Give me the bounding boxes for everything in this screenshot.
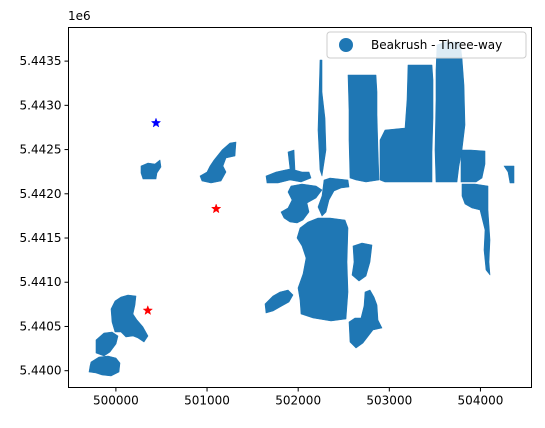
polygon-right-small <box>503 165 515 184</box>
polygon-lower-left-c <box>88 355 121 377</box>
y-axis-ticks: 5.4400 5.4405 5.4410 5.4415 5.4420 5.4425 5.44… <box>20 54 69 378</box>
polygon-thin-strip <box>317 59 327 177</box>
y-tick-label: 5.4405 <box>20 319 62 333</box>
y-tick-label: 5.4410 <box>20 275 62 289</box>
polygon-center-e <box>264 289 294 314</box>
x-tick-label: 500000 <box>93 394 139 408</box>
legend-marker-icon <box>339 38 353 52</box>
y-tick-label: 5.4420 <box>20 187 62 201</box>
polygon-column-e <box>461 183 491 276</box>
legend-box <box>326 31 527 59</box>
polygon-center-d <box>296 217 349 322</box>
polygon-center-f <box>348 289 383 349</box>
polygon-column-b <box>379 64 434 183</box>
polygon-column-d <box>460 149 486 183</box>
polygon-center-a <box>265 149 312 184</box>
x-axis-ticks: 500000 501000 502000 503000 504000 <box>93 387 504 408</box>
polygon-crescent <box>199 141 237 184</box>
y-tick-label: 5.4430 <box>20 98 62 112</box>
x-tick-label: 503000 <box>366 394 412 408</box>
polygon-center-c <box>317 177 350 217</box>
polygon-left-small <box>140 159 162 180</box>
marker-layer <box>142 117 222 316</box>
y-offset-label: 1e6 <box>68 9 91 23</box>
red-star-upper-icon <box>210 203 222 214</box>
beakrush-polygons <box>88 41 515 377</box>
polygon-center-g <box>351 242 373 282</box>
y-tick-label: 5.4435 <box>20 54 62 68</box>
y-tick-label: 5.4425 <box>20 143 62 157</box>
polygon-lower-left-b <box>95 331 119 357</box>
y-tick-label: 5.4400 <box>20 364 62 378</box>
blue-star-icon <box>150 117 162 128</box>
polygon-column-a <box>347 74 380 183</box>
legend-label: Beakrush - Three-way <box>371 38 502 52</box>
x-tick-label: 504000 <box>458 394 504 408</box>
x-tick-label: 502000 <box>275 394 321 408</box>
red-star-lower-icon <box>142 305 154 316</box>
x-tick-label: 501000 <box>184 394 230 408</box>
y-tick-label: 5.4415 <box>20 231 62 245</box>
legend: Beakrush - Three-way <box>326 31 527 59</box>
polygon-column-c <box>434 41 466 183</box>
axes-frame <box>68 27 532 388</box>
polygon-center-b <box>280 183 323 224</box>
polygon-lower-left <box>110 294 149 343</box>
